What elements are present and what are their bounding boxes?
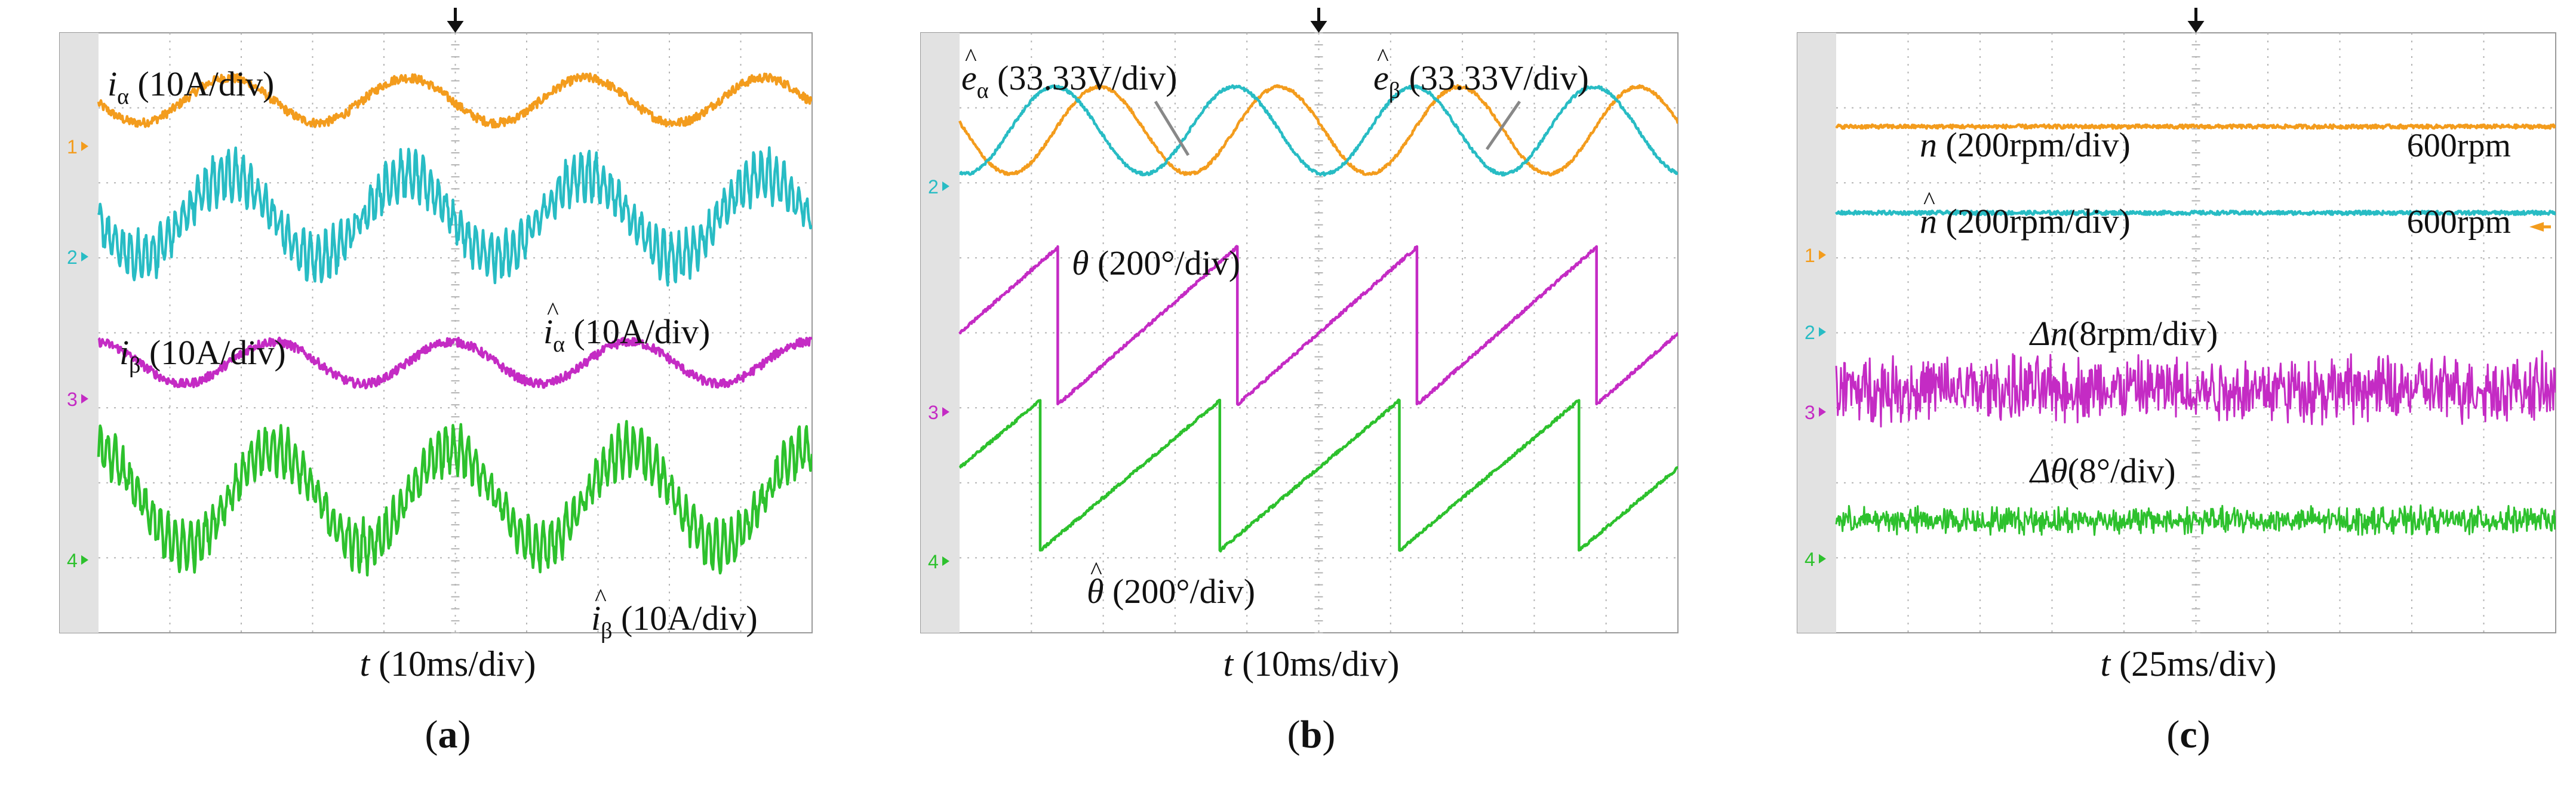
series-4-trace bbox=[97, 420, 812, 577]
series-label-1: n (200rpm/div) bbox=[1920, 125, 2131, 164]
channel-marker-3: 3 bbox=[1805, 402, 1815, 423]
series-label-2-hat: ^ bbox=[1923, 187, 1935, 215]
series-2-trace bbox=[959, 84, 1678, 177]
grid bbox=[960, 32, 1678, 633]
channel-marker-arrow-icon bbox=[1819, 327, 1826, 337]
series-1-trace bbox=[958, 84, 1678, 177]
series-4-trace bbox=[1835, 504, 2556, 536]
channel-marker-arrow-icon bbox=[942, 556, 949, 566]
series-label-2: iα (10A/div) bbox=[543, 312, 710, 357]
channel-marker-1: 1 bbox=[67, 136, 78, 158]
series-value-2: 600rpm bbox=[2407, 204, 2511, 241]
pointer-line bbox=[1154, 100, 1190, 156]
channel-marker-arrow-icon bbox=[81, 394, 88, 404]
channel-marker-1: 1 bbox=[1805, 245, 1815, 266]
channel-marker-arrow-icon bbox=[81, 555, 88, 565]
series-label-4: Δθ(8°/div) bbox=[2029, 451, 2176, 490]
panel-caption: (b) bbox=[1287, 713, 1336, 756]
channel-marker-2: 2 bbox=[67, 247, 78, 268]
channel-marker-4: 4 bbox=[67, 550, 78, 571]
channel-marker-4: 4 bbox=[1805, 549, 1815, 570]
channel-marker-arrow-icon bbox=[942, 181, 949, 191]
waveforms bbox=[958, 84, 1678, 553]
series-label-2-hat: ^ bbox=[547, 298, 559, 325]
series-value-1: 600rpm bbox=[2407, 127, 2511, 164]
series-1-trace bbox=[1835, 123, 2556, 130]
series-label-1: eα (33.33V/div) bbox=[961, 59, 1177, 103]
channel-marker-arrow-icon bbox=[1819, 407, 1826, 417]
series-label-4: iβ (10A/div) bbox=[591, 599, 758, 644]
channel-bezel bbox=[921, 33, 960, 633]
series-label-4-hat: ^ bbox=[595, 584, 607, 612]
channel-marker-arrow-icon bbox=[942, 407, 949, 417]
series-label-4-hat: ^ bbox=[1090, 558, 1102, 585]
series-3-trace bbox=[1835, 350, 2556, 428]
channel-marker-arrow-icon bbox=[81, 141, 88, 151]
series-label-3: iβ (10A/div) bbox=[119, 333, 286, 378]
series-label-2: eβ (33.33V/div) bbox=[1373, 59, 1589, 103]
x-axis-label: t (10ms/div) bbox=[1224, 644, 1400, 684]
channel-bezel bbox=[60, 33, 99, 633]
channel-marker-2: 2 bbox=[1805, 322, 1815, 343]
panel-caption: (a) bbox=[425, 713, 471, 756]
panel-caption: (c) bbox=[2166, 713, 2210, 756]
series-label-2-hat: ^ bbox=[1377, 44, 1389, 72]
series-2-trace bbox=[97, 146, 812, 287]
channel-marker-2: 2 bbox=[928, 176, 939, 198]
channel-marker-3: 3 bbox=[928, 402, 939, 423]
x-axis-label: t (25ms/div) bbox=[2101, 644, 2277, 684]
series-1-trace bbox=[97, 72, 812, 129]
trigger-down-arrow-icon bbox=[1310, 21, 1327, 33]
channel-marker-3: 3 bbox=[67, 389, 78, 410]
plot-area bbox=[920, 32, 1679, 633]
series-label-1-hat: ^ bbox=[965, 44, 977, 72]
channel-marker-arrow-icon bbox=[1819, 250, 1826, 260]
series-label-1: iα (10A/div) bbox=[107, 64, 274, 109]
pointer-line bbox=[1485, 100, 1521, 150]
series-label-3: θ (200°/div) bbox=[1072, 244, 1240, 282]
trigger-down-arrow-icon bbox=[447, 21, 464, 33]
trigger-down-arrow-icon bbox=[2187, 21, 2205, 33]
channel-marker-arrow-icon bbox=[1819, 554, 1826, 564]
waveforms bbox=[97, 72, 812, 577]
series-3-trace bbox=[97, 336, 812, 390]
channel-marker-4: 4 bbox=[928, 551, 939, 572]
series-2-trace bbox=[1835, 210, 2556, 216]
series-label-2: n (200rpm/div) bbox=[1920, 202, 2131, 241]
series-label-4: θ (200°/div) bbox=[1087, 572, 1255, 611]
waveforms bbox=[1835, 123, 2556, 536]
series-3-trace bbox=[958, 245, 1678, 407]
x-axis-label: t (10ms/div) bbox=[360, 644, 536, 684]
series-4-trace bbox=[958, 398, 1678, 553]
series-label-3: Δn(8rpm/div) bbox=[2029, 314, 2218, 353]
channel-marker-arrow-icon bbox=[81, 252, 88, 261]
plot-area bbox=[1797, 32, 2556, 633]
channel-bezel bbox=[1797, 33, 1836, 633]
